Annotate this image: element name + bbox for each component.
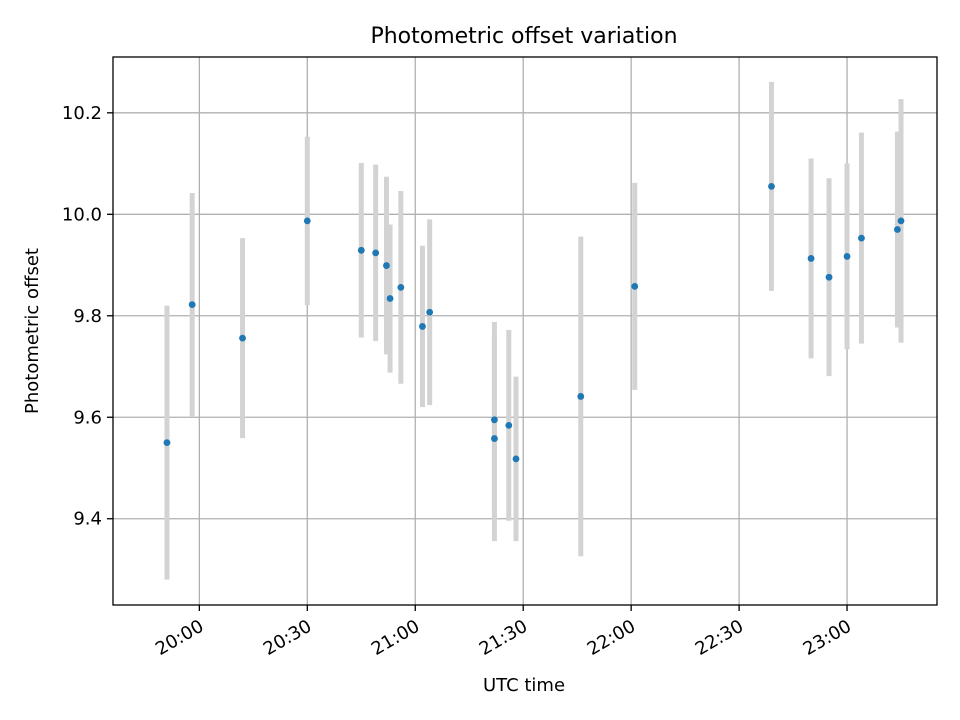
chart-title: Photometric offset variation (370, 24, 677, 49)
data-point (426, 308, 434, 316)
data-point (383, 262, 390, 269)
plot-frame (112, 56, 938, 606)
data-point (807, 255, 815, 262)
data-point (188, 301, 196, 309)
data-point (239, 334, 246, 342)
data-point (631, 282, 639, 290)
data-point (491, 416, 498, 424)
data-point (386, 295, 394, 302)
data-point (512, 455, 520, 463)
data-point (894, 226, 901, 233)
data-point (768, 182, 775, 190)
y-axis-label: Photometric offset (22, 248, 43, 414)
y-tick-label: 10.0 (62, 204, 102, 225)
y-tick-label: 10.2 (62, 103, 102, 124)
data-point (419, 323, 426, 330)
data-point (397, 283, 405, 291)
x-axis-label: UTC time (483, 675, 565, 696)
data-point (357, 246, 365, 254)
data-point (491, 435, 498, 442)
y-tick-label: 9.8 (73, 306, 102, 327)
data-point (577, 393, 585, 400)
data-point (163, 439, 171, 447)
data-point (303, 217, 311, 225)
data-point (372, 249, 380, 257)
data-point (897, 217, 905, 225)
y-tick-label: 9.6 (73, 407, 102, 428)
data-point (843, 253, 851, 260)
data-point (825, 273, 833, 281)
y-tick-label: 9.4 (73, 509, 102, 530)
data-points (163, 182, 905, 463)
y-axis: 9.4 9.6 9.8 10.0 10.2 (62, 103, 113, 530)
data-point (505, 421, 513, 429)
data-point (858, 234, 865, 242)
